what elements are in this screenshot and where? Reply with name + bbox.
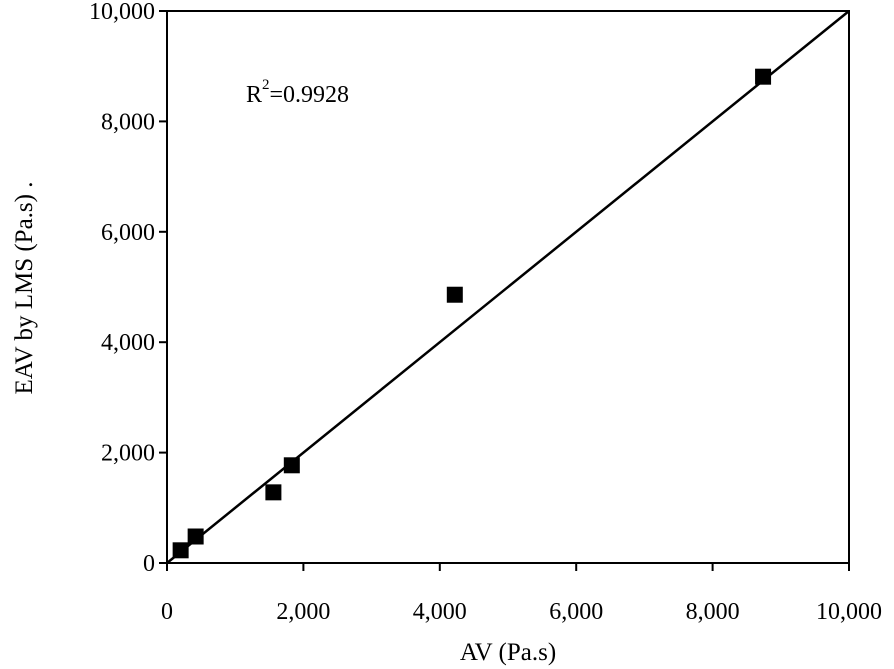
x-tick-label: 2,000	[276, 599, 330, 625]
data-point	[755, 68, 772, 85]
y-tick-label: 2,000	[101, 441, 155, 467]
trend-line	[166, 10, 850, 564]
x-tick-label: 0	[161, 599, 173, 625]
y-tick-label: 4,000	[101, 330, 155, 356]
data-point	[187, 528, 204, 545]
data-points	[172, 68, 772, 559]
r-squared-base: R	[246, 82, 262, 108]
y-tick-label: 6,000	[101, 220, 155, 246]
r-squared-annotation: R2=0.9928	[246, 77, 349, 108]
data-point	[265, 484, 282, 501]
data-point	[283, 457, 300, 474]
x-axis-label: AV (Pa.s)	[460, 639, 556, 666]
x-tick-label: 10,000	[816, 599, 882, 625]
data-point	[172, 542, 189, 559]
y-axis-label: EAV by LMS (Pa.s) .	[11, 182, 38, 395]
y-tick-label: 8,000	[101, 109, 155, 135]
y-tick-label: 10,000	[89, 0, 155, 25]
x-tick-label: 6,000	[549, 599, 603, 625]
data-point	[446, 286, 463, 303]
r-squared-value: =0.9928	[270, 82, 350, 108]
x-tick-label: 4,000	[413, 599, 467, 625]
x-tick-label: 8,000	[686, 599, 740, 625]
y-axis-ticks: 0 2,000 4,000 6,000 8,000 10,000	[89, 0, 167, 577]
r-squared-sup: 2	[262, 77, 270, 93]
x-axis-ticks: 0 2,000 4,000 6,000 8,000 10,000	[161, 563, 882, 625]
y-tick-label: 0	[143, 551, 155, 577]
